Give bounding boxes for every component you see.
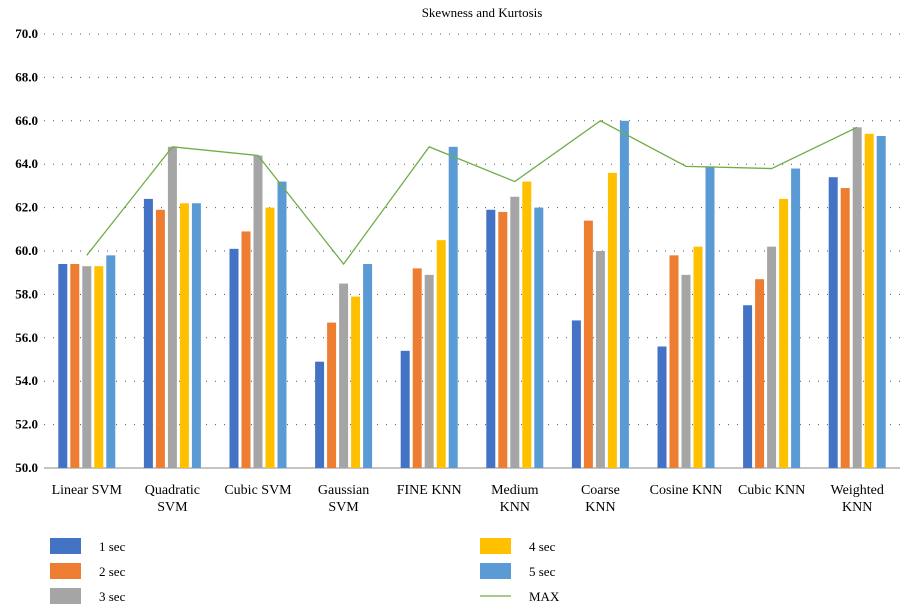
x-tick-label: FINE KNN bbox=[397, 483, 462, 498]
bar bbox=[693, 246, 703, 468]
bar bbox=[70, 264, 80, 468]
bar bbox=[315, 361, 325, 468]
bar bbox=[106, 255, 116, 468]
legend-swatch bbox=[50, 538, 81, 554]
x-tick-label: Cosine KNN bbox=[650, 483, 723, 498]
x-tick-label: Linear SVM bbox=[52, 483, 123, 498]
y-tick-label: 70.0 bbox=[15, 26, 38, 41]
x-tick-label: Gaussian SVM bbox=[318, 483, 369, 515]
bar bbox=[619, 120, 629, 469]
bar bbox=[705, 166, 715, 468]
bar bbox=[351, 296, 361, 468]
bar bbox=[498, 211, 508, 468]
bar bbox=[779, 198, 789, 469]
y-tick-label: 50.0 bbox=[15, 460, 38, 475]
bar bbox=[327, 322, 337, 468]
bar bbox=[522, 181, 532, 468]
bar bbox=[791, 168, 801, 469]
x-tick-label: Quadratic SVM bbox=[145, 483, 200, 515]
max-line-path bbox=[86, 120, 858, 266]
bar bbox=[58, 264, 68, 468]
legend-swatch bbox=[50, 588, 81, 604]
bar bbox=[155, 209, 165, 468]
legend-label: 3 sec bbox=[99, 589, 126, 604]
bar bbox=[828, 177, 838, 468]
y-tick-label: 68.0 bbox=[15, 69, 38, 84]
bar bbox=[583, 220, 593, 468]
legend-swatch bbox=[480, 538, 511, 554]
bar bbox=[607, 172, 617, 468]
x-tick-label: Cubic SVM bbox=[224, 483, 292, 498]
bar bbox=[253, 155, 263, 468]
y-axis: 50.0 52.0 54.0 56.0 58.0 60.0 62.0 64.0 66.0 68.0… bbox=[15, 26, 900, 475]
bar bbox=[534, 207, 544, 468]
bar bbox=[486, 209, 496, 468]
chart-title: Skewness and Kurtosis bbox=[422, 5, 543, 20]
y-tick-label: 56.0 bbox=[15, 330, 38, 345]
bars bbox=[58, 120, 886, 469]
legend-label: 4 sec bbox=[529, 539, 556, 554]
bar bbox=[681, 274, 691, 468]
bar bbox=[400, 350, 410, 468]
bar bbox=[229, 248, 239, 468]
bar bbox=[339, 283, 349, 468]
bar bbox=[424, 274, 434, 468]
legend-label: MAX bbox=[529, 589, 560, 604]
max-line bbox=[86, 120, 858, 266]
bar bbox=[94, 266, 104, 468]
y-tick-label: 54.0 bbox=[15, 373, 38, 388]
legend-swatch bbox=[50, 563, 81, 579]
y-tick-label: 60.0 bbox=[15, 243, 38, 258]
bar bbox=[510, 196, 520, 468]
bar bbox=[571, 320, 581, 468]
legend: 1 sec 2 sec 3 sec 4 sec 5 sec MAX bbox=[50, 538, 560, 604]
bar bbox=[82, 266, 92, 468]
bar bbox=[876, 135, 886, 469]
bar bbox=[363, 264, 373, 468]
bar bbox=[743, 305, 753, 468]
y-tick-label: 66.0 bbox=[15, 113, 38, 128]
bar bbox=[179, 203, 189, 468]
bar bbox=[191, 203, 201, 468]
x-tick-label: Weighted KNN bbox=[831, 483, 884, 515]
bar bbox=[657, 346, 667, 468]
bar bbox=[669, 255, 679, 468]
bar bbox=[448, 146, 458, 468]
bar bbox=[277, 181, 287, 468]
bar bbox=[755, 279, 765, 468]
bar bbox=[412, 268, 422, 468]
legend-label: 1 sec bbox=[99, 539, 126, 554]
y-tick-label: 52.0 bbox=[15, 417, 38, 432]
y-tick-label: 62.0 bbox=[15, 200, 38, 215]
bar bbox=[864, 133, 874, 468]
bar bbox=[840, 188, 850, 468]
y-tick-label: 64.0 bbox=[15, 156, 38, 171]
bar bbox=[767, 246, 777, 468]
bar bbox=[167, 146, 177, 468]
bar bbox=[265, 207, 275, 468]
x-tick-label: Medium KNN bbox=[491, 483, 539, 515]
bar bbox=[241, 231, 251, 468]
x-axis: Linear SVM Quadratic SVM Cubic SVM Gaussian S… bbox=[52, 483, 884, 515]
y-tick-label: 58.0 bbox=[15, 286, 38, 301]
x-tick-label: Cubic KNN bbox=[738, 483, 805, 498]
x-tick-label: Coarse KNN bbox=[581, 483, 620, 515]
bar bbox=[143, 198, 153, 469]
bar bbox=[595, 251, 605, 468]
legend-swatch bbox=[480, 563, 511, 579]
bar bbox=[436, 240, 446, 468]
legend-label: 5 sec bbox=[529, 564, 556, 579]
bar bbox=[852, 127, 862, 468]
legend-label: 2 sec bbox=[99, 564, 126, 579]
